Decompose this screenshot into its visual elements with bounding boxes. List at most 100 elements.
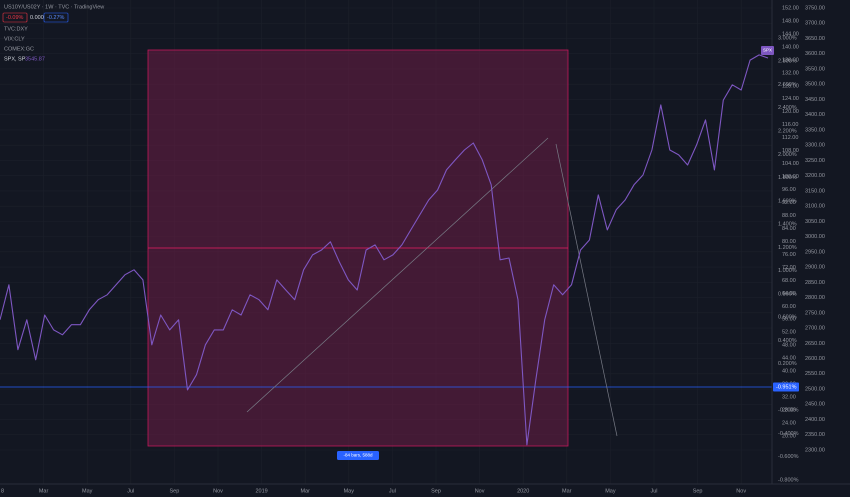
y3-tick-label: 132.00 — [782, 70, 799, 76]
y3-tick-label: 72.00 — [782, 265, 796, 271]
x-tick-label: May — [82, 488, 93, 494]
y2-tick-label: 1.000% — [778, 268, 797, 274]
y-tick-label: 3300.00 — [805, 143, 825, 149]
y-tick-label: 2900.00 — [805, 265, 825, 271]
x-tick-label: May — [344, 488, 355, 494]
y2-tick-label: 2.000% — [778, 152, 797, 158]
x-tick-label: Mar — [39, 488, 49, 494]
y-tick-label: 3100.00 — [805, 204, 825, 210]
y-tick-label: 2300.00 — [805, 447, 825, 453]
x-tick-label: Sep — [431, 488, 441, 494]
symbol-title: US10Y/US02Y · 1W · TVC · TradingView — [4, 4, 104, 10]
y2-tick-label: -0.400% — [778, 431, 799, 437]
y3-tick-label: 68.00 — [782, 278, 796, 284]
y2-tick-label: -0.600% — [778, 454, 799, 460]
y2-tick-label: 0.200% — [778, 361, 797, 367]
y-tick-label: 3650.00 — [805, 36, 825, 42]
y-tick-label: 2600.00 — [805, 356, 825, 362]
x-tick-label: Sep — [170, 488, 180, 494]
y-tick-label: 2750.00 — [805, 310, 825, 316]
x-tick-label: Jul — [127, 488, 134, 494]
indicator: COMEX:GC — [4, 46, 34, 52]
indicator: TVC:DXY — [4, 26, 28, 32]
y-tick-label: 2350.00 — [805, 432, 825, 438]
y2-tick-label: 1.400% — [778, 222, 797, 228]
plot — [0, 54, 769, 446]
y-tick-label: 2500.00 — [805, 386, 825, 392]
y3-tick-label: 80.00 — [782, 239, 796, 245]
y3-tick-label: 40.00 — [782, 369, 796, 375]
series-tag-label: SPX — [763, 48, 772, 53]
y-tick-label: 3550.00 — [805, 66, 825, 72]
y-tick-label: 3500.00 — [805, 82, 825, 88]
series-tag — [761, 46, 774, 55]
y2-tick-label: 2.600% — [778, 82, 797, 88]
change: -0.27% — [47, 15, 65, 21]
y3-tick-label: 108.00 — [782, 148, 799, 154]
y-tick-label: 2450.00 — [805, 402, 825, 408]
y2-tick-label: -0.800% — [778, 477, 799, 483]
y2-tick-label: -0.200% — [778, 408, 799, 414]
y-tick-label: 2650.00 — [805, 341, 825, 347]
y3-tick-label: 76.00 — [782, 252, 796, 258]
y2-tick-label: 0.800% — [778, 291, 797, 297]
x-tick-label: Nov — [475, 488, 485, 494]
y3-tick-label: 52.00 — [782, 330, 796, 336]
legend: US10Y/US02Y · 1W · TVC · TradingView -0.… — [2, 4, 104, 62]
indicator: VIX:CLY — [4, 36, 25, 42]
y-tick-label: 3050.00 — [805, 219, 825, 225]
y-tick-label: 2700.00 — [805, 326, 825, 332]
level-label: -0.951% — [776, 384, 797, 390]
y3-tick-label: 84.00 — [782, 226, 796, 232]
y3-tick-label: 136.00 — [782, 57, 799, 63]
range-label: -84 bars, 588d — [343, 453, 373, 458]
y-tick-label: 2850.00 — [805, 280, 825, 286]
x-tick-label: Jul — [389, 488, 396, 494]
y3-tick-label: 112.00 — [782, 135, 798, 141]
y-tick-label: 3200.00 — [805, 173, 825, 179]
y2-tick-label: 2.400% — [778, 105, 797, 111]
x-tick-label: Nov — [736, 488, 746, 494]
badge — [2, 12, 28, 23]
y-tick-label: 2400.00 — [805, 417, 825, 423]
x-tick-label: Nov — [213, 488, 223, 494]
x-tick-label: Mar — [300, 488, 310, 494]
y2-tick-label: 0.400% — [778, 338, 797, 344]
y3-tick-label: 48.00 — [782, 343, 796, 349]
x-tick-label: Mar — [562, 488, 572, 494]
y3-tick-label: 148.00 — [782, 18, 799, 24]
y3-tick-label: 44.00 — [782, 356, 796, 362]
y3-tick-label: 100.00 — [782, 174, 799, 180]
y3-tick-label: 128.00 — [782, 83, 799, 89]
y-tick-label: 2550.00 — [805, 371, 825, 377]
y3-tick-label: 140.00 — [782, 44, 799, 50]
y-tick-label: 2800.00 — [805, 295, 825, 301]
y2-tick-label: 1.600% — [778, 198, 797, 204]
y3-tick-label: 120.00 — [782, 109, 799, 115]
y3-tick-label: 32.00 — [782, 395, 796, 401]
y2-tick-label: 1.200% — [778, 245, 797, 251]
legend-label: SPX, SP — [4, 56, 26, 62]
y-tick-label: 3400.00 — [805, 112, 825, 118]
y-tick-label: 3450.00 — [805, 97, 825, 103]
y3-tick-label: 104.00 — [782, 161, 799, 167]
range-label-box — [337, 451, 379, 460]
trend-line — [555, 143, 618, 437]
x-tick-label: May — [605, 488, 616, 494]
y2-tick-label: 0.600% — [778, 315, 797, 321]
trend-line — [246, 137, 549, 413]
y-tick-label: 3150.00 — [805, 188, 825, 194]
y-tick-label: 3600.00 — [805, 51, 825, 57]
legend-value: 3545.87 — [25, 56, 45, 62]
y3-tick-label: 96.00 — [782, 187, 796, 193]
y-tick-label: 3000.00 — [805, 234, 825, 240]
y3-tick-label: 28.00 — [782, 408, 796, 414]
y3-tick-label: 24.00 — [782, 420, 796, 426]
y3-tick-label: 144.00 — [782, 31, 799, 37]
y-tick-label: 2950.00 — [805, 249, 825, 255]
change: -0.09% — [6, 15, 24, 21]
price: 0.000 — [30, 15, 44, 21]
x-tick-label: Sep — [693, 488, 703, 494]
